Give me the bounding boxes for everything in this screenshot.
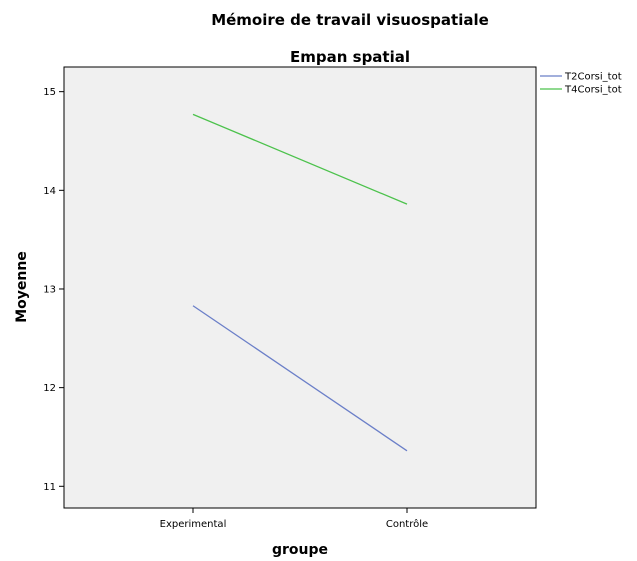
y-tick-label: 13: [43, 284, 56, 295]
y-tick-label: 12: [43, 383, 56, 394]
chart-title: Mémoire de travail visuospatiale: [211, 11, 489, 29]
y-axis-title: Moyenne: [14, 251, 30, 323]
series-line-T2Corsi_tot: [192, 305, 408, 452]
y-tick-label: 15: [43, 87, 56, 98]
y-tick-label: 14: [43, 186, 56, 197]
x-tick-label: Contrôle: [386, 518, 428, 530]
x-axis: Experimental Contrôle: [160, 508, 428, 530]
series-line-T4Corsi_tot: [192, 113, 408, 205]
legend-label: T4Corsi_tot: [564, 85, 622, 96]
legend-label: T2Corsi_tot: [564, 72, 622, 83]
y-axis: 11 12 13 14 15: [43, 87, 64, 493]
x-tick-label: Experimental: [160, 519, 227, 530]
x-axis-title: groupe: [272, 542, 328, 558]
chart-subtitle: Empan spatial: [290, 48, 410, 66]
series-layer: [192, 113, 408, 452]
y-tick-label: 11: [43, 482, 56, 493]
legend: T2Corsi_tot T4Corsi_tot: [540, 72, 622, 96]
plot-area: [63, 66, 537, 509]
